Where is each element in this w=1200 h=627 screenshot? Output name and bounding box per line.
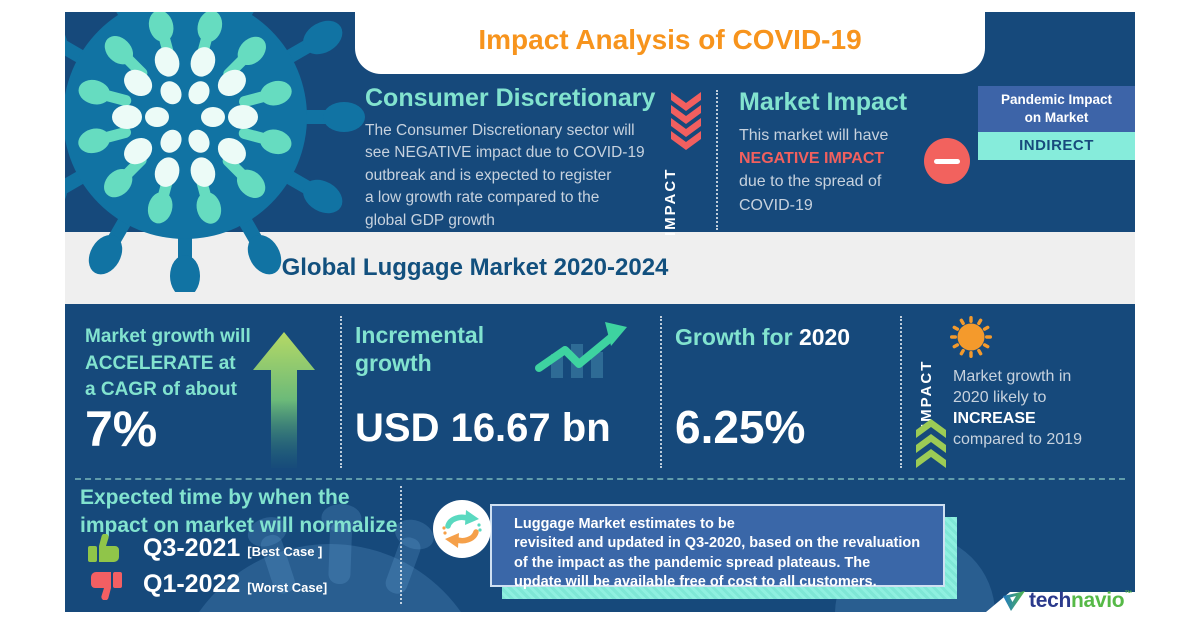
consumer-discretionary-body: The Consumer Discretionary sector will s… bbox=[365, 122, 645, 229]
cagr-statement: Market growth will ACCELERATE at a CAGR … bbox=[85, 326, 251, 401]
minus-circle-icon bbox=[924, 138, 970, 184]
increase-text: INCREASE bbox=[953, 410, 1036, 428]
coronavirus-illustration-icon bbox=[65, 12, 365, 292]
update-note: Luggage Market estimates to be revisited… bbox=[490, 504, 945, 590]
growth-2020-value: 6.25% bbox=[675, 401, 806, 453]
chevrons-up-icon bbox=[916, 419, 946, 468]
refresh-icon bbox=[433, 500, 491, 558]
incremental-growth-value: USD 16.67 bn bbox=[355, 406, 611, 450]
impact-vertical-label: IMPACT bbox=[662, 167, 679, 236]
pandemic-impact-value: INDIRECT bbox=[978, 132, 1135, 161]
header-bar: Impact Analysis of COVID-19 bbox=[355, 0, 985, 74]
incremental-growth-title: Incremental growth bbox=[355, 322, 485, 376]
thumbs-up-icon bbox=[88, 534, 119, 562]
market-impact-body: This market will have NEGATIVE IMPACT du… bbox=[739, 124, 929, 217]
outlook-statement: Market growth in 2020 likely to INCREASE… bbox=[953, 366, 1128, 450]
virus-sun-icon bbox=[950, 316, 992, 358]
normalize-title: Expected time by when the impact on mark… bbox=[80, 486, 398, 538]
growth-2020-title: Growth for 2020 bbox=[675, 324, 851, 350]
stats-section: Market growth will ACCELERATE at a CAGR … bbox=[65, 304, 1135, 612]
technavio-logo: technavio™ bbox=[1002, 589, 1132, 613]
impact-vertical-label-2: IMPACT bbox=[918, 359, 935, 428]
market-impact-title: Market Impact bbox=[739, 88, 908, 116]
technavio-arrow-icon bbox=[1003, 591, 1025, 611]
bottom-divider bbox=[400, 486, 402, 604]
pandemic-impact-box: Pandemic Impact on Market INDIRECT bbox=[978, 86, 1135, 161]
trend-arrow-icon bbox=[535, 322, 627, 378]
panel-divider-1 bbox=[340, 316, 342, 468]
pandemic-impact-label: Pandemic Impact on Market bbox=[978, 86, 1135, 133]
market-title: Global Luggage Market 2020-2024 bbox=[281, 254, 669, 281]
panel-divider-3 bbox=[900, 316, 902, 468]
worst-case-row: Q1-2022 [Worst Case] bbox=[143, 570, 328, 598]
negative-impact-text: NEGATIVE IMPACT bbox=[739, 150, 885, 168]
cagr-value: 7% bbox=[85, 401, 158, 457]
panel-divider-2 bbox=[660, 316, 662, 468]
thumbs-down-icon bbox=[91, 572, 122, 600]
growth-up-arrow-icon bbox=[253, 332, 315, 468]
page-title: Impact Analysis of COVID-19 bbox=[478, 24, 862, 55]
consumer-discretionary-title: Consumer Discretionary bbox=[365, 84, 656, 112]
market-title-band: Global Luggage Market 2020-2024 bbox=[65, 232, 1135, 304]
logo-corner bbox=[986, 592, 1135, 612]
chevrons-down-icon bbox=[671, 92, 701, 150]
section-divider bbox=[716, 90, 718, 230]
horizontal-divider bbox=[75, 478, 1125, 480]
best-case-row: Q3-2021 [Best Case ] bbox=[143, 534, 323, 562]
